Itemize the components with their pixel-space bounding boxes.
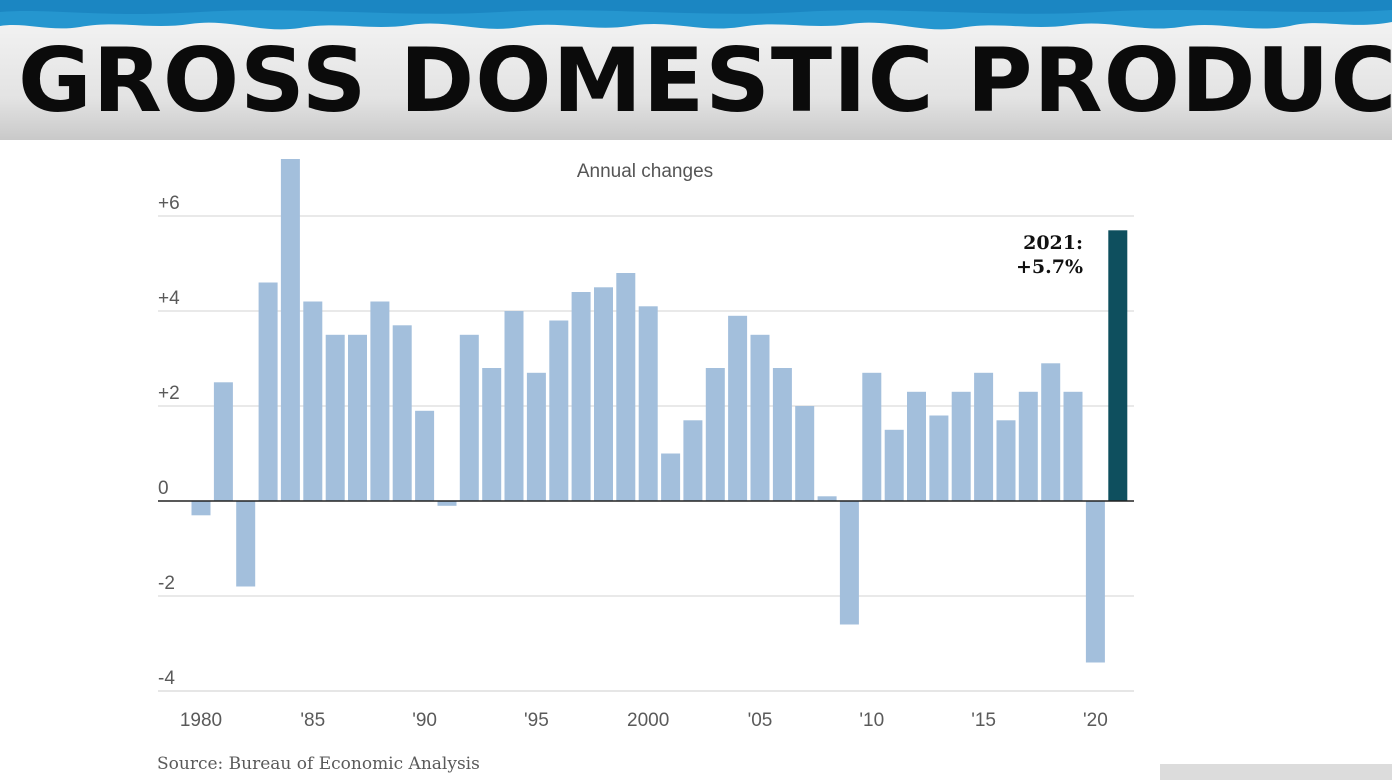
x-tick-label: '10 [859, 710, 884, 731]
bar-2015 [974, 372, 994, 502]
bar-1989 [392, 325, 412, 502]
bar-2018 [1041, 363, 1061, 502]
highlight-annotation-value: +5.7% [1016, 256, 1083, 278]
bar-2002 [683, 420, 703, 502]
bar-2014 [951, 391, 971, 501]
source-note: Source: Bureau of Economic Analysis [157, 754, 480, 774]
highlight-annotation-year: 2021: [1023, 232, 1083, 254]
bar-1997 [571, 292, 591, 501]
chart-subtitle: Annual changes [577, 161, 713, 182]
bar-2001 [661, 453, 681, 501]
bar-1983 [258, 282, 278, 501]
bar-1998 [594, 287, 613, 502]
bar-2019 [1063, 391, 1083, 501]
bar-1996 [549, 320, 569, 501]
bar-2005 [750, 334, 770, 502]
x-tick-label: '20 [1083, 710, 1108, 731]
bar-1994 [504, 311, 524, 501]
bar-2016 [996, 420, 1016, 502]
bar-1993 [482, 368, 502, 501]
y-tick-label: 0 [158, 478, 169, 499]
x-tick-label: '15 [971, 710, 996, 731]
bar-2000 [638, 306, 658, 501]
bar-1999 [616, 273, 636, 501]
bar-2003 [705, 368, 725, 501]
x-tick-label: 1980 [180, 710, 222, 731]
corner-overlay [1160, 764, 1392, 780]
bar-2012 [907, 391, 926, 501]
y-tick-label: +6 [158, 193, 180, 214]
x-tick-label: '90 [412, 710, 437, 731]
x-tick-label: '85 [300, 710, 325, 731]
bar-2007 [795, 406, 815, 501]
y-tick-label: +4 [158, 288, 180, 309]
x-tick-label: 2000 [627, 710, 669, 731]
bar-1980 [191, 501, 211, 516]
bar-2008 [817, 496, 837, 502]
bar-highlight-2021 [1108, 230, 1128, 502]
bar-2009 [839, 501, 859, 625]
x-tick-label: '05 [748, 710, 773, 731]
bar-2011 [884, 429, 904, 502]
bar-1986 [325, 334, 345, 502]
title-banner: GROSS DOMESTIC PRODUCT [0, 0, 1392, 140]
bars [191, 159, 1128, 663]
bar-1987 [348, 334, 367, 502]
bar-1990 [415, 410, 435, 502]
bar-1988 [370, 301, 390, 501]
y-tick-label: -4 [158, 668, 175, 689]
bar-2013 [929, 415, 949, 501]
bar-1984 [280, 159, 300, 501]
bar-2004 [728, 315, 748, 502]
bar-2020 [1085, 501, 1105, 663]
y-tick-label: -2 [158, 573, 175, 594]
bar-1982 [236, 501, 256, 587]
banner-wave-decoration [0, 0, 1392, 30]
banner-title: GROSS DOMESTIC PRODUCT [18, 29, 1392, 132]
x-tick-label: '95 [524, 710, 549, 731]
bar-1995 [526, 372, 546, 502]
bar-1981 [213, 382, 233, 502]
bar-1991 [437, 501, 457, 506]
bar-1985 [303, 301, 323, 501]
bar-2006 [772, 368, 792, 501]
bar-2017 [1018, 391, 1038, 501]
bar-2010 [862, 372, 882, 502]
y-tick-label: +2 [158, 383, 180, 404]
bar-1992 [459, 334, 479, 502]
